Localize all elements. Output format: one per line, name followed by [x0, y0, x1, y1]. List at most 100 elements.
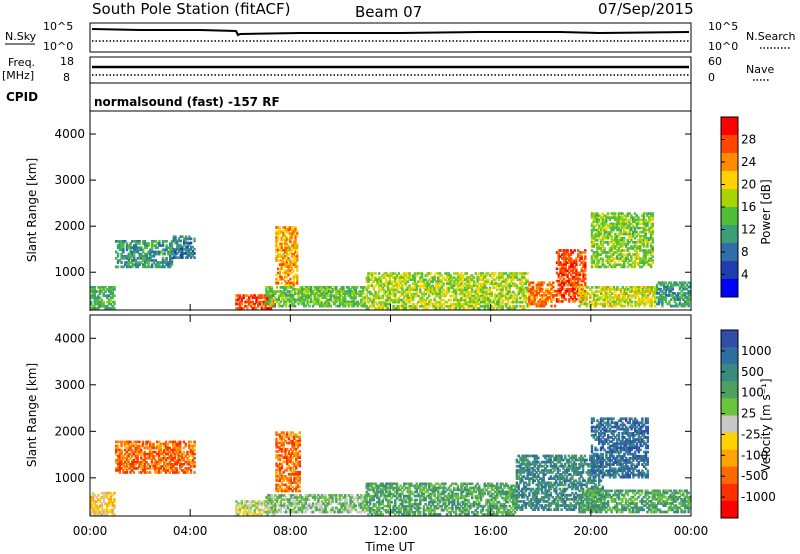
- echo-cell: [351, 298, 354, 302]
- echo-cell: [442, 307, 445, 310]
- echo-cell: [687, 285, 690, 289]
- echo-cell: [106, 307, 109, 310]
- echo-cell: [283, 286, 286, 289]
- echo-cell: [175, 471, 178, 474]
- echo-cell: [451, 302, 454, 306]
- echo-cell: [292, 257, 295, 260]
- echo-cell: [573, 267, 576, 271]
- echo-cell: [159, 471, 162, 474]
- echo-cell: [632, 232, 635, 236]
- y-tick-label: 2000: [54, 219, 85, 233]
- echo-cell: [657, 281, 661, 285]
- echo-region: [90, 491, 116, 516]
- echo-cell: [506, 298, 510, 302]
- echo-cell: [605, 265, 608, 269]
- echo-cell: [149, 259, 152, 262]
- echo-cell: [267, 510, 270, 514]
- echo-cell: [413, 288, 417, 292]
- echo-cell: [415, 305, 418, 308]
- echo-cell: [281, 298, 284, 302]
- echo-cell: [503, 278, 506, 281]
- echo-cell: [324, 500, 327, 503]
- echo-cell: [258, 508, 262, 512]
- echo-cell: [428, 300, 431, 304]
- echo-cell: [248, 504, 251, 508]
- echo-cell: [592, 259, 595, 262]
- echo-cell: [531, 300, 535, 304]
- echo-cell: [420, 298, 424, 302]
- echo-cell: [580, 283, 583, 287]
- echo-cell: [646, 228, 649, 232]
- echo-cell: [615, 236, 619, 240]
- echo-cell: [440, 280, 443, 283]
- echo-cell: [465, 276, 468, 279]
- echo-cell: [367, 272, 370, 275]
- echo-cell: [193, 442, 196, 446]
- echo-cell: [173, 448, 177, 452]
- echo-cell: [335, 286, 338, 289]
- echo-cell: [242, 506, 245, 510]
- echo-cell: [191, 446, 194, 450]
- echo-cell: [539, 287, 542, 291]
- echo-cell: [133, 257, 136, 260]
- colorbar-segment: [721, 171, 738, 190]
- echo-cell: [136, 452, 139, 456]
- echo-cell: [492, 300, 495, 304]
- echo-cell: [535, 296, 538, 299]
- echo-cell: [515, 298, 519, 302]
- echo-cell: [260, 508, 264, 512]
- echo-cell: [684, 294, 687, 297]
- echo-cell: [172, 440, 175, 444]
- echo-cell: [548, 296, 551, 299]
- echo-cell: [285, 265, 288, 269]
- echo-cell: [617, 263, 621, 267]
- echo-cell: [594, 236, 597, 240]
- echo-cell: [315, 302, 318, 306]
- echo-cell: [277, 475, 280, 478]
- echo-cell: [590, 263, 594, 267]
- echo-cell: [122, 440, 125, 444]
- echo-cell: [133, 248, 136, 252]
- echo-cell: [651, 241, 654, 244]
- echo-cell: [623, 232, 626, 236]
- echo-cell: [184, 241, 188, 245]
- echo-cell: [275, 255, 278, 258]
- echo-cell: [628, 226, 631, 230]
- echo-cell: [628, 230, 631, 234]
- echo-cell: [277, 479, 280, 482]
- echo-cell: [175, 444, 178, 448]
- echo-cell: [147, 263, 150, 267]
- echo-cell: [280, 431, 284, 434]
- echo-cell: [585, 286, 588, 289]
- echo-cell: [673, 300, 676, 304]
- echo-cell: [426, 290, 429, 294]
- echo-cell: [173, 467, 177, 470]
- echo-cell: [147, 250, 150, 254]
- echo-cell: [276, 502, 279, 506]
- echo-cell: [590, 239, 594, 242]
- echo-cell: [618, 296, 621, 300]
- echo-cell: [338, 298, 341, 302]
- echo-cell: [630, 232, 633, 236]
- echo-cell: [344, 504, 347, 508]
- echo-cell: [141, 444, 145, 448]
- echo-cell: [639, 249, 642, 252]
- echo-cell: [444, 272, 447, 275]
- echo-cell: [370, 292, 374, 296]
- echo-cell: [122, 463, 125, 466]
- echo-cell: [277, 483, 280, 487]
- echo-cell: [541, 281, 544, 285]
- echo-cell: [487, 302, 490, 306]
- echo-cell: [379, 278, 383, 281]
- echo-cell: [614, 304, 617, 308]
- echo-cell: [127, 246, 130, 250]
- echo-cell: [689, 285, 692, 289]
- echo-cell: [142, 248, 145, 252]
- echo-cell: [569, 296, 573, 299]
- echo-cell: [594, 228, 597, 232]
- echo-cell: [333, 288, 336, 291]
- echo-cell: [614, 265, 617, 269]
- echo-cell: [179, 243, 182, 247]
- echo-cell: [619, 216, 622, 219]
- echo-cell: [299, 292, 302, 295]
